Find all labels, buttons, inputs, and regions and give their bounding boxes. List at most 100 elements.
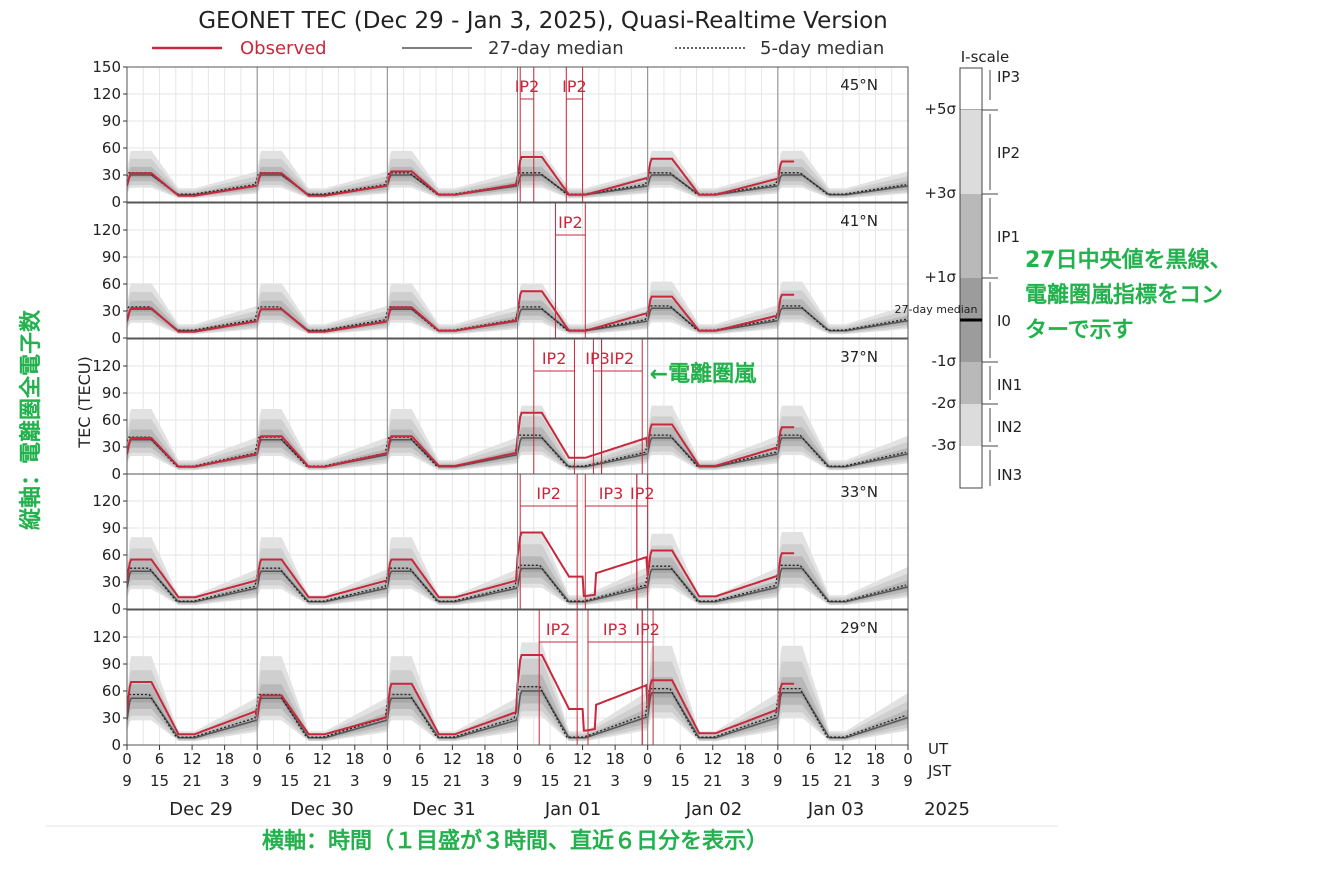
panel-3: IP2 IP3 IP2 0 30 60 90 120 33°N (92, 473, 909, 618)
jst-tick-label: 9 (513, 772, 523, 790)
storm-label-IP2: IP2 (515, 77, 540, 96)
ut-tick-label: 6 (806, 750, 816, 768)
y-tick-label: 60 (102, 546, 121, 564)
median5-line (127, 434, 906, 467)
y-tick-label: 0 (111, 465, 121, 483)
latitude-label: 37°N (840, 348, 878, 366)
jst-tick-label: 15 (150, 772, 169, 790)
ut-tick-label: 12 (183, 750, 202, 768)
observed-line (127, 531, 795, 599)
ut-tick-label: 18 (215, 750, 234, 768)
y-tick-label: 0 (111, 193, 121, 211)
y-tick-label: 30 (102, 438, 121, 456)
ut-tick-label: 0 (252, 750, 262, 768)
jst-tick-label: 15 (801, 772, 820, 790)
sigma-label-m3: -3σ (932, 436, 957, 454)
ut-tick-label: 0 (773, 750, 783, 768)
vertical-axis-note: 縦軸：電離圏全電子数 (18, 309, 44, 530)
y-tick-label: 0 (111, 600, 121, 618)
ut-tick-label: 6 (285, 750, 295, 768)
y-tick-label: 30 (102, 573, 121, 591)
ut-tick-label: 6 (415, 750, 425, 768)
ut-tick-label: 0 (383, 750, 393, 768)
panel-plot-0 (127, 67, 908, 202)
ut-tick-label: 18 (345, 750, 364, 768)
jst-tick-label: 9 (903, 772, 913, 790)
sigma-label-p3: +3σ (924, 184, 956, 202)
sigma-label-p5: +5σ (924, 100, 956, 118)
level-i0: I0 (997, 312, 1011, 330)
latitude-label: 41°N (840, 212, 878, 230)
ut-tick-label: 6 (675, 750, 685, 768)
level-ip1: IP1 (997, 228, 1020, 246)
median-label: 27-day median (895, 303, 978, 316)
jst-tick-label: 15 (540, 772, 559, 790)
date-label-jan01: Jan 01 (544, 799, 601, 820)
y-tick-label: 0 (111, 736, 121, 754)
median-band-3 (127, 564, 908, 603)
ut-tick-label: 12 (573, 750, 592, 768)
jst-tick-label: 3 (741, 772, 751, 790)
y-tick-label: 0 (111, 329, 121, 347)
ut-tick-label: 6 (545, 750, 555, 768)
i-scale: I-scale +5σ +3σ +1σ -1σ -2σ -3σ 27-day m… (895, 48, 1022, 489)
horizontal-axis-note: 横軸：時間（１目盛が３時間、直近６日分を表示） (262, 828, 768, 854)
date-label-jan03: Jan 03 (807, 799, 864, 820)
level-in3: IN3 (997, 466, 1022, 484)
panel-frame-0 (126, 66, 909, 203)
jst-tick-label: 9 (383, 772, 393, 790)
storm-label-IP3: IP3 (603, 620, 628, 639)
i-scale-in1 (960, 362, 982, 404)
i-scale-ip1 (960, 194, 982, 278)
storm-callout: ←電離圏嵐 (650, 361, 757, 387)
sigma-label-m1: -1σ (932, 352, 957, 370)
panel-plot-1 (127, 203, 908, 338)
ut-tick-label: 18 (606, 750, 625, 768)
jst-tick-label: 21 (833, 772, 852, 790)
i-scale-in2 (960, 404, 982, 446)
y-tick-label: 30 (102, 709, 121, 727)
storm-label-IP3: IP3 (599, 484, 624, 503)
y-tick-label: 30 (102, 166, 121, 184)
panel-4: IP2 IP3 IP2 0 30 60 90 120 29°N (92, 609, 909, 754)
ut-tick-label: 12 (443, 750, 462, 768)
right-note-line-1: 27日中央値を黒線、 (1025, 247, 1232, 273)
jst-tick-label: 21 (313, 772, 332, 790)
y-tick-label: 60 (102, 682, 121, 700)
y-axis-label: TEC (TECU) (75, 356, 94, 448)
jst-tick-label: 9 (252, 772, 262, 790)
date-label-dec30: Dec 30 (290, 799, 353, 820)
y-tick-label: 60 (102, 139, 121, 157)
y-tick-label: 150 (92, 58, 121, 76)
jst-tick-label: 21 (703, 772, 722, 790)
panel-plot-4 (127, 610, 908, 745)
jst-tick-label: 15 (410, 772, 429, 790)
level-in1: IN1 (997, 376, 1022, 394)
y-tick-label: 90 (102, 519, 121, 537)
panel-frame-1 (126, 202, 909, 339)
jst-tick-label: 9 (643, 772, 653, 790)
legend-observed-label: Observed (240, 38, 327, 59)
jst-tick-label: 9 (773, 772, 783, 790)
ut-tick-label: 12 (313, 750, 332, 768)
y-tick-label: 120 (92, 85, 121, 103)
storm-label-IP2: IP2 (630, 484, 655, 503)
panel-plot-3 (127, 474, 908, 609)
i-scale-title: I-scale (961, 48, 1010, 66)
legend-median5-label: 5-day median (760, 38, 884, 59)
ut-tick-label: 18 (736, 750, 755, 768)
jst-tick-label: 3 (480, 772, 490, 790)
ut-tick-label: 12 (833, 750, 852, 768)
y-tick-label: 30 (102, 302, 121, 320)
legend-median27-label: 27-day median (488, 38, 624, 59)
y-tick-label: 90 (102, 112, 121, 130)
y-tick-label: 60 (102, 411, 121, 429)
level-ip3: IP3 (997, 68, 1020, 86)
ut-tick-label: 0 (122, 750, 132, 768)
observed-line (127, 290, 795, 333)
y-tick-label: 120 (92, 492, 121, 510)
legend: Observed 27-day median 5-day median (152, 38, 884, 59)
storm-label-IP2: IP2 (536, 484, 561, 503)
